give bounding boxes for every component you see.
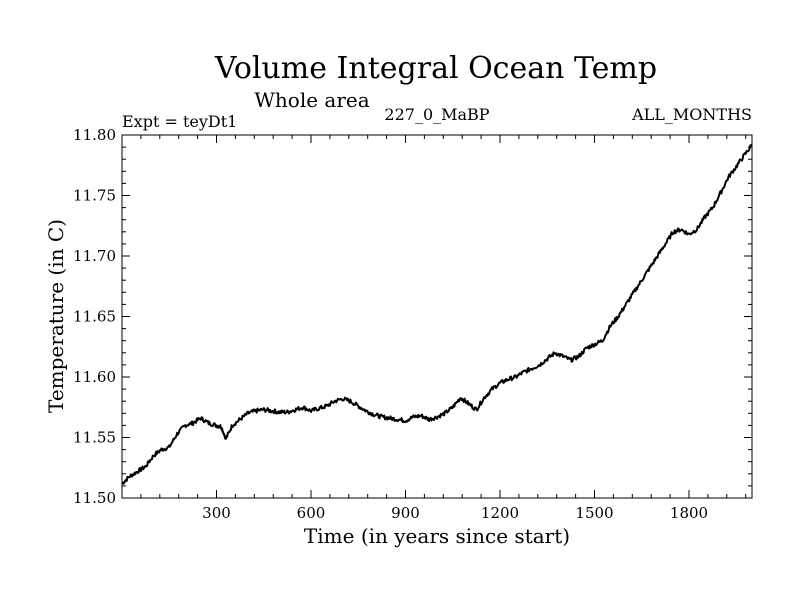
x-tick-label: 1200 bbox=[481, 504, 519, 522]
chart-title: Volume Integral Ocean Temp bbox=[214, 51, 657, 86]
y-tick-label: 11.50 bbox=[73, 489, 116, 507]
x-tick-label: 1800 bbox=[670, 504, 708, 522]
chart-subtitle: Whole area bbox=[254, 88, 369, 112]
x-tick-labels: 300 600 900 1200 1500 1800 bbox=[202, 504, 708, 522]
plot-frame bbox=[121, 134, 753, 499]
x-tick-label: 300 bbox=[202, 504, 231, 522]
experiment-label: Expt = teyDt1 bbox=[122, 112, 237, 131]
axis-ticks bbox=[122, 134, 752, 499]
y-tick-label: 11.75 bbox=[73, 187, 116, 205]
temperature-series-line bbox=[121, 143, 753, 485]
months-label: ALL_MONTHS bbox=[631, 105, 752, 124]
x-tick-label: 900 bbox=[391, 504, 420, 522]
x-tick-label: 1500 bbox=[575, 504, 613, 522]
x-axis-label: Time (in years since start) bbox=[304, 524, 570, 548]
y-tick-labels: 11.50 11.55 11.60 11.65 11.70 11.75 11.80 bbox=[73, 126, 116, 507]
y-tick-label: 11.60 bbox=[73, 368, 116, 386]
run-label: 227_0_MaBP bbox=[384, 105, 489, 124]
y-tick-label: 11.80 bbox=[73, 126, 116, 144]
x-tick-label: 600 bbox=[297, 504, 326, 522]
y-tick-label: 11.65 bbox=[73, 308, 116, 326]
y-axis-label: Temperature (in C) bbox=[44, 219, 68, 413]
y-tick-label: 11.70 bbox=[73, 247, 116, 265]
y-tick-label: 11.55 bbox=[73, 429, 116, 447]
